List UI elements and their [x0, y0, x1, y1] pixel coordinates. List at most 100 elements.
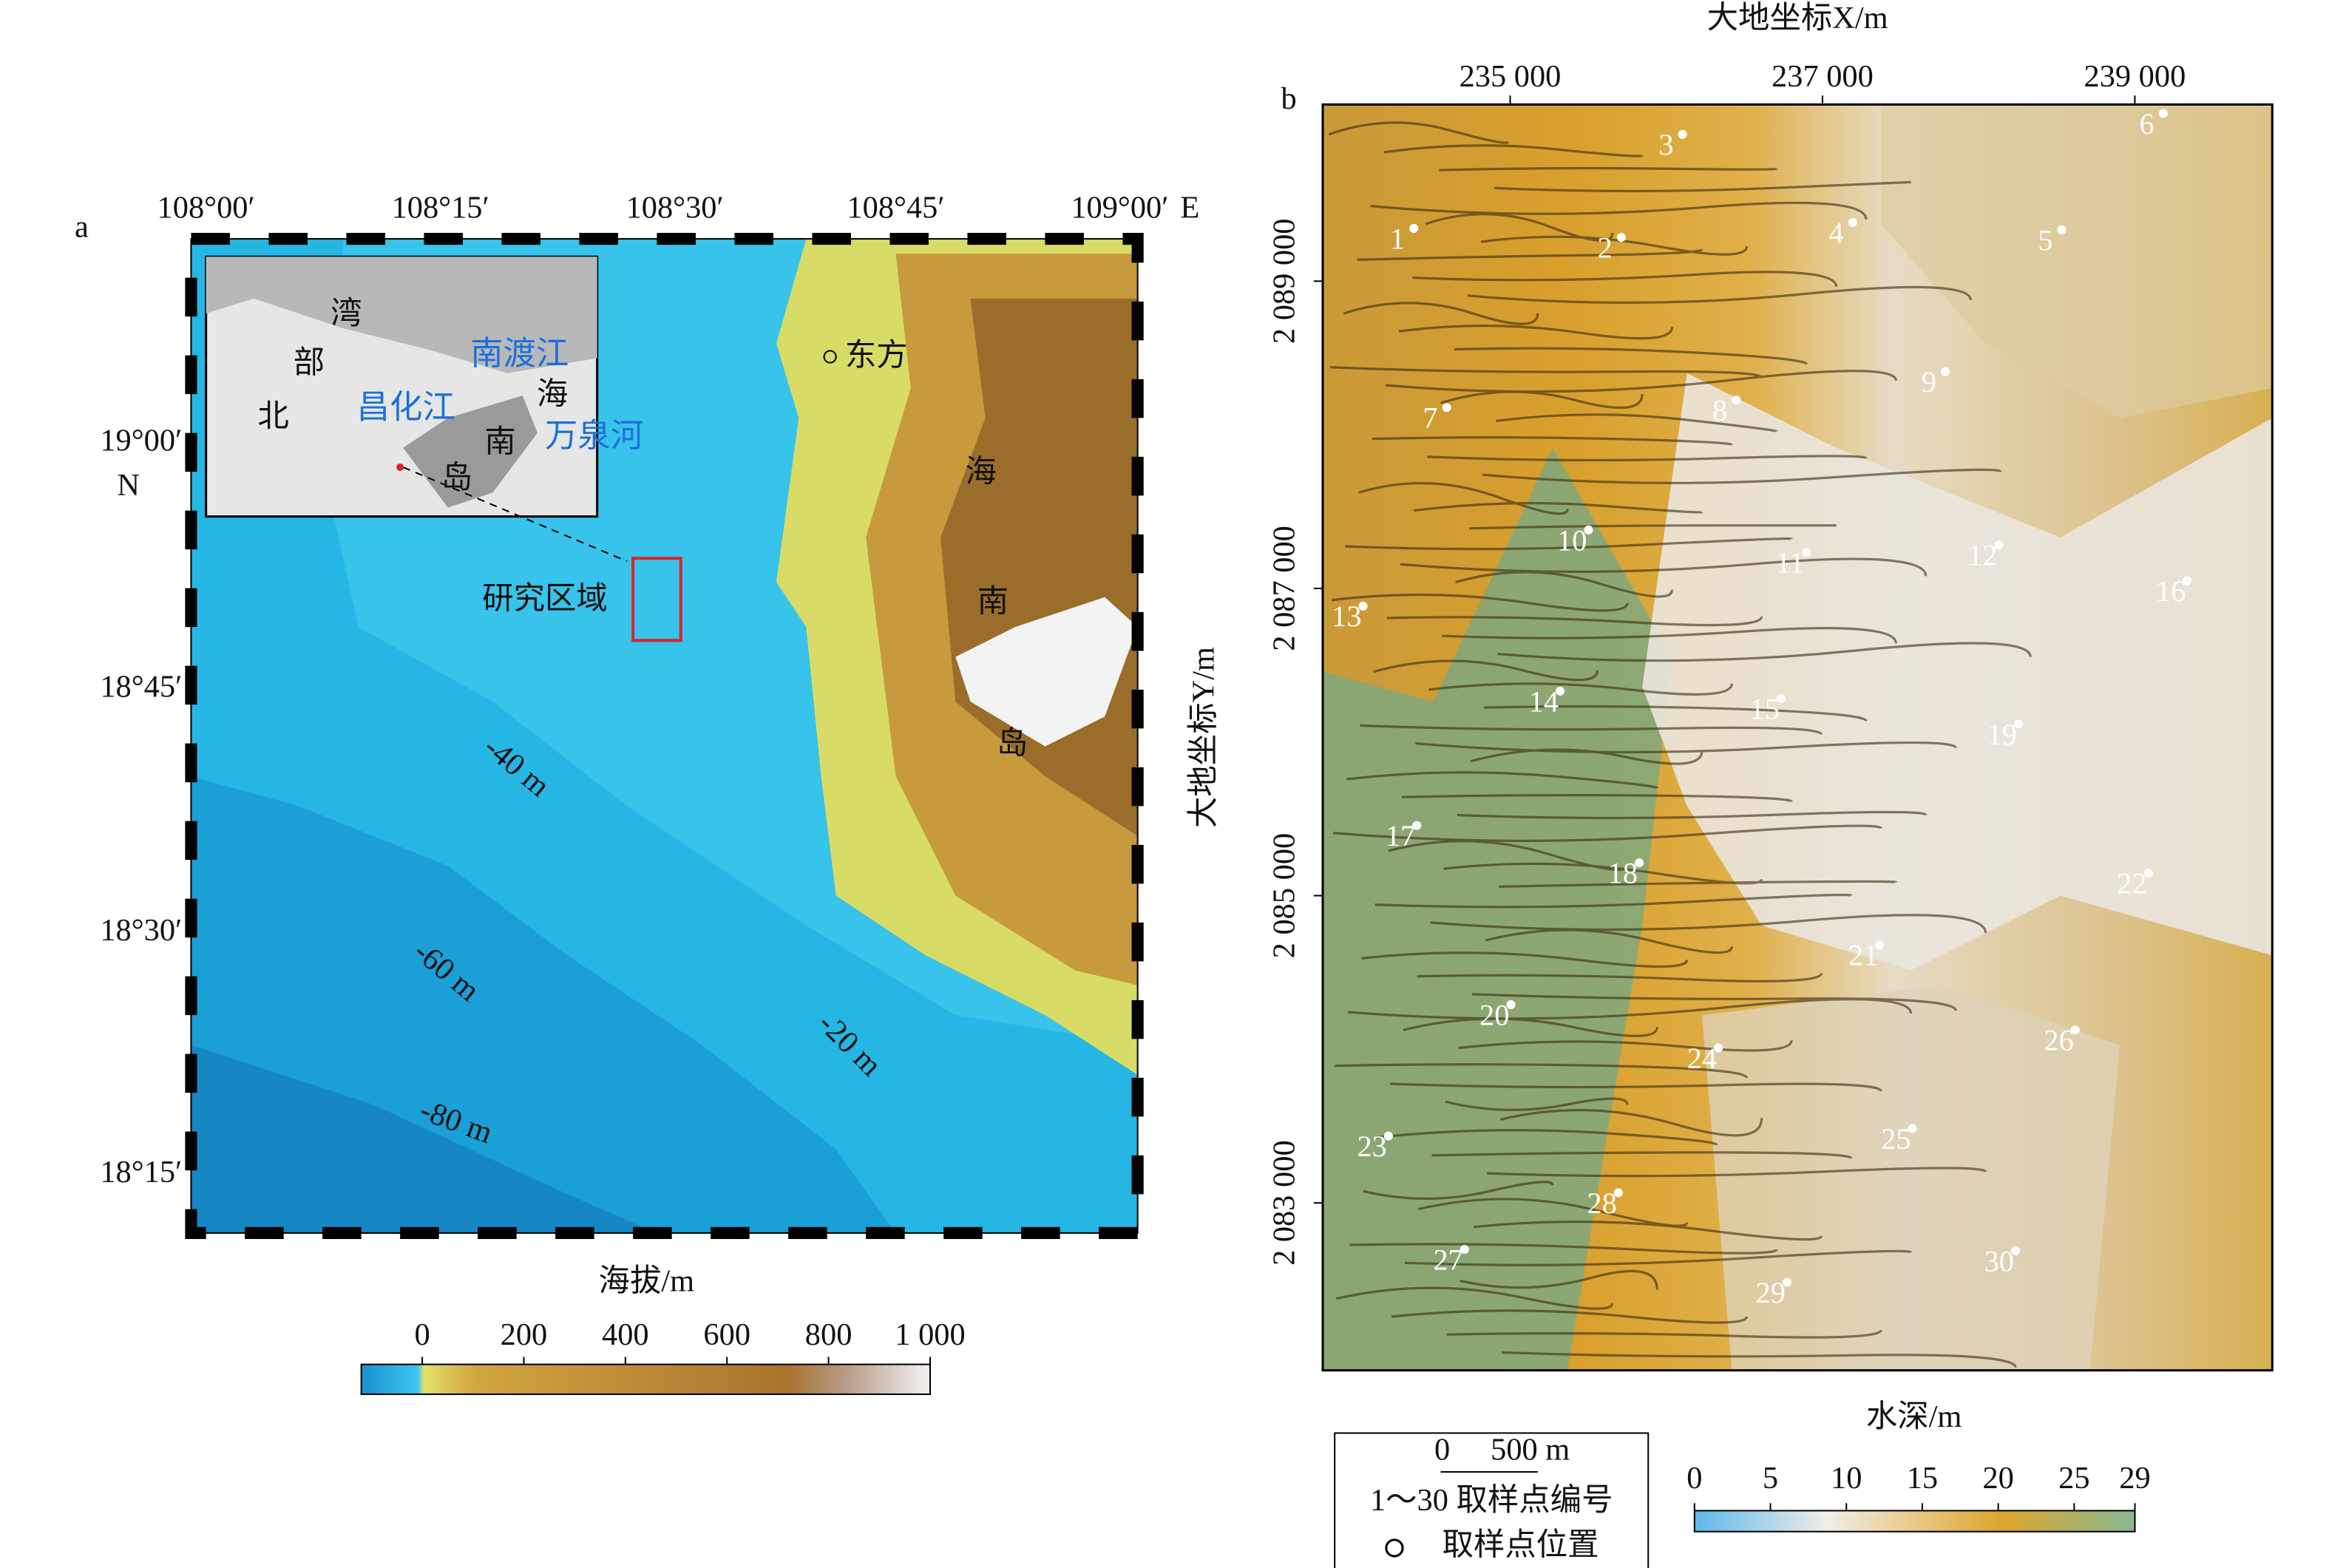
dune-crest: [1373, 659, 1599, 682]
sample-point: [1409, 223, 1419, 233]
dune-crest: [1446, 1329, 1882, 1339]
colorbar-tick-label: 600: [703, 1317, 750, 1352]
dune-crest: [1471, 993, 1957, 1011]
sample-point: [1442, 403, 1451, 413]
x-tick-label: 108°30′: [626, 190, 724, 225]
sample-point: [1714, 1043, 1723, 1053]
dune-crest: [1467, 285, 1972, 305]
x-tick-label: 237 000: [1772, 59, 1874, 94]
dune-crest: [1440, 390, 1644, 410]
sample-label: 2: [1598, 231, 1613, 264]
sample-label: 17: [1386, 819, 1415, 852]
sample-point: [2010, 1246, 2021, 1256]
dune-crest: [1377, 1369, 1570, 1371]
legend-marker: [1385, 1538, 1404, 1558]
dune-crest: [1335, 1063, 1749, 1079]
sample-point: [1358, 601, 1368, 611]
sample-point: [2013, 719, 2024, 729]
dune-crest: [1484, 705, 1868, 722]
sample-label: 7: [1423, 401, 1437, 435]
dune-crest: [1460, 1269, 1658, 1290]
inset-label: 南: [484, 424, 515, 459]
x-tick-label: 235 000: [1460, 59, 1562, 94]
sample-point: [1908, 1124, 1917, 1133]
sample-point: [1994, 540, 2004, 550]
sample-point: [1678, 129, 1687, 139]
dune-crest: [1457, 810, 1928, 820]
dune-crest: [1400, 557, 1928, 577]
dune-crest: [1473, 1221, 1823, 1241]
dune-crest: [1333, 824, 1882, 842]
dune-crest: [1487, 1167, 1987, 1178]
city-marker: [823, 350, 837, 364]
colorbar-tick-label: 25: [2058, 1461, 2089, 1496]
frame-b: [1321, 103, 2274, 1372]
sample-label: 5: [2038, 223, 2052, 257]
sample-label: 6: [2140, 107, 2155, 140]
colorbar: [1693, 1510, 2136, 1533]
sample-label: 24: [1687, 1042, 1717, 1075]
dune-crest: [1388, 840, 1629, 872]
x-tick-label: 239 000: [2084, 59, 2186, 94]
dune-crest: [1343, 302, 1539, 325]
dune-crest: [1349, 1243, 1778, 1255]
dune-crest: [1328, 121, 1510, 144]
y-tick-label: 19°00′: [100, 423, 182, 458]
colorbar-tick-label: 1 000: [895, 1317, 965, 1352]
sample-point: [2070, 1025, 2080, 1035]
sample-label: 21: [1848, 939, 1878, 972]
sample-label: 10: [1557, 523, 1587, 557]
sample-label: 27: [1433, 1243, 1462, 1277]
dune-crest: [1497, 642, 2032, 662]
sample-point: [1613, 1188, 1623, 1198]
place: 岛: [997, 726, 1028, 761]
sample-point: [2183, 576, 2192, 586]
dune-crest: [1386, 616, 1763, 627]
dune-crest: [1442, 627, 1898, 644]
sample-point: [1506, 999, 1516, 1009]
sample-point: [1412, 821, 1422, 830]
colorbar-tick-label: 15: [1907, 1461, 1938, 1496]
y-tick-label: 18°30′: [100, 913, 182, 948]
dune-crest: [1454, 347, 1808, 365]
dune-crest: [1485, 929, 1733, 954]
dune-crest: [1431, 1151, 1853, 1160]
y-tick-label: 2 083 000: [1267, 1140, 1301, 1266]
x-title: 大地坐标X/m: [1707, 1, 1888, 35]
inset-label: 部: [294, 345, 325, 380]
dune-crest: [1372, 436, 1733, 447]
panel-label: a: [75, 210, 89, 245]
sample-point: [1616, 233, 1626, 242]
inset-label: 海: [537, 377, 568, 412]
dune-crest: [1383, 144, 1644, 157]
dune-crest: [1502, 1351, 2017, 1368]
colorbar-tick-label: 0: [1686, 1461, 1702, 1496]
y-tick-label: 2 089 000: [1267, 219, 1301, 345]
dune-crest: [1361, 951, 1689, 968]
place: 东方: [845, 338, 908, 373]
y-tick-label: 2 087 000: [1267, 526, 1301, 651]
inset-island: [403, 396, 538, 508]
inset-label: 湾: [330, 296, 362, 331]
sample-label: 14: [1529, 685, 1559, 718]
sample-label: 29: [1756, 1276, 1786, 1309]
sample-point: [1584, 525, 1593, 534]
colorbar-title: 水深/m: [1866, 1399, 1962, 1434]
y-tick-label: 18°15′: [100, 1155, 182, 1189]
dune-crest: [1357, 248, 1703, 261]
sample-point: [2143, 869, 2153, 878]
sample-label: 9: [1922, 365, 1936, 398]
river-label: 万泉河: [545, 417, 643, 454]
legend-label: 1～30 取样点编号: [1370, 1483, 1613, 1518]
colorbar-tick-label: 0: [414, 1317, 430, 1352]
legend-label: 取样点位置: [1443, 1528, 1599, 1563]
dune-crest: [1370, 201, 1868, 220]
sample-point: [1556, 686, 1565, 696]
inset-land: [206, 257, 597, 373]
dune-crest: [1412, 271, 1838, 288]
map-b: [1323, 104, 2273, 1371]
colorbar-tick-label: 800: [805, 1317, 852, 1352]
place: 海: [965, 455, 996, 489]
